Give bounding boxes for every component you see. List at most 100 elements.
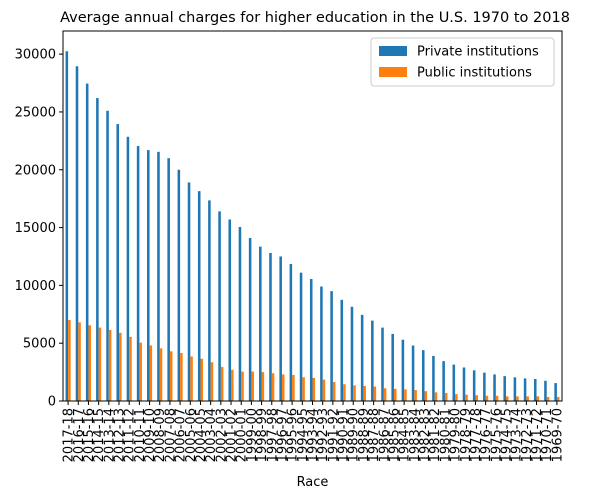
x-axis: 2017-182016-172015-162014-152013-142012-…: [62, 401, 565, 462]
bar-public-1994-95: [302, 377, 305, 401]
y-tick-label: 15000: [15, 221, 56, 236]
y-tick-label: 10000: [15, 279, 56, 294]
x-tick-label: 1987-88: [367, 408, 382, 462]
bar-private-2011-12: [126, 136, 130, 402]
x-tick-label: 1986-87: [377, 408, 392, 462]
bar-public-1979-80: [455, 394, 458, 401]
x-tick-label: 1976-77: [479, 408, 494, 462]
bar-private-1992-93: [320, 286, 323, 401]
x-tick-label: 2010-11: [133, 408, 148, 462]
bar-private-1990-91: [340, 299, 344, 401]
bar-public-1999-00: [251, 371, 254, 401]
bar-public-1987-88: [373, 386, 377, 401]
x-tick-label: 2016-17: [72, 408, 87, 462]
bar-private-1979-80: [452, 364, 456, 401]
bar-public-2004-05: [200, 358, 204, 401]
x-tick-label: 1994-95: [296, 408, 311, 462]
x-tick-label: 1985-86: [387, 408, 402, 462]
bar-public-1978-79: [465, 394, 468, 401]
bar-public-2013-14: [108, 329, 112, 401]
x-tick-label: 1978-79: [459, 408, 474, 462]
bar-private-1987-88: [371, 320, 374, 401]
x-tick-label: 1983-84: [408, 408, 423, 462]
x-tick-label: 2006-07: [174, 408, 189, 462]
x-tick-label: 1995-96: [286, 408, 301, 462]
x-tick-label: 1989-90: [347, 408, 362, 462]
bar-private-2017-18: [65, 51, 69, 401]
x-tick-label: 1982-83: [418, 408, 433, 462]
x-tick-label: 2007-08: [163, 408, 178, 462]
x-tick-label: 1969-70: [550, 408, 565, 462]
bar-public-2016-17: [78, 322, 81, 402]
bar-public-2017-18: [68, 320, 71, 401]
bar-private-2015-16: [85, 83, 89, 402]
legend: Private institutions Public institutions: [370, 37, 555, 87]
bar-public-2001-02: [231, 369, 234, 401]
x-tick-label: 2005-06: [184, 408, 199, 462]
x-tick-label: 1999-00: [245, 408, 260, 462]
bar-private-2000-01: [238, 226, 242, 401]
bar-private-1984-85: [401, 339, 405, 401]
bar-private-2005-06: [187, 182, 191, 401]
x-tick-label: 1996-97: [275, 408, 290, 462]
x-tick-label: 1975-76: [489, 408, 504, 462]
bar-private-1973-74: [513, 377, 517, 401]
bar-private-2012-13: [116, 124, 120, 401]
bar-public-2012-13: [119, 332, 122, 401]
bar-public-1997-98: [271, 373, 275, 401]
bar-private-2007-08: [167, 158, 170, 401]
bar-public-1989-90: [353, 385, 356, 401]
legend-label-public: Public institutions: [417, 66, 532, 81]
bar-public-1988-89: [363, 385, 366, 401]
bar-public-1981-82: [434, 392, 438, 401]
chart-title: Average annual charges for higher educat…: [60, 10, 570, 26]
x-tick-label: 1971-72: [530, 408, 545, 462]
y-tick-label: 5000: [23, 337, 56, 352]
bar-private-2014-15: [96, 98, 99, 401]
x-tick-label: 1991-92: [326, 408, 341, 462]
x-tick-label: 2003-04: [204, 408, 219, 462]
bar-private-1997-98: [269, 253, 272, 401]
bar-private-1981-82: [432, 355, 435, 401]
bar-private-2009-10: [147, 150, 150, 401]
x-tick-label: 1973-74: [510, 408, 525, 462]
x-tick-label: 1988-89: [357, 408, 372, 462]
bar-private-2016-17: [75, 66, 79, 402]
bar-private-1998-99: [259, 246, 262, 401]
bar-private-2010-11: [136, 146, 140, 401]
bar-private-1994-95: [299, 272, 303, 401]
bar-public-1973-74: [516, 396, 519, 402]
bar-private-1976-77: [483, 372, 486, 401]
bar-private-2003-04: [208, 200, 211, 401]
x-tick-label: 2001-02: [225, 408, 240, 462]
x-tick-label: 2009-10: [143, 408, 158, 462]
bar-public-2009-10: [149, 345, 153, 401]
bar-private-1978-79: [462, 367, 466, 401]
bar-private-1986-87: [381, 327, 384, 401]
bar-public-2005-06: [190, 356, 193, 401]
x-tick-label: 1997-98: [265, 408, 280, 462]
bar-public-2002-03: [220, 366, 224, 401]
bar-private-1996-97: [279, 256, 282, 401]
x-tick-label: 1974-75: [499, 408, 514, 462]
bar-public-1996-97: [281, 374, 285, 401]
bars-group: [65, 51, 560, 402]
bar-private-1993-94: [309, 279, 313, 401]
bar-public-2011-12: [129, 336, 132, 401]
x-tick-label: 1980-81: [438, 408, 453, 462]
bar-public-1975-76: [495, 395, 499, 401]
x-tick-label: 1993-94: [306, 408, 321, 462]
bar-public-1970-71: [546, 396, 550, 401]
x-tick-label: 1977-78: [469, 408, 484, 462]
bar-private-2001-02: [228, 219, 232, 401]
bar-public-1972-73: [526, 396, 529, 402]
bar-public-1990-91: [343, 384, 346, 401]
bar-public-1995-96: [292, 374, 295, 401]
bar-public-1984-85: [404, 389, 407, 401]
bar-private-1971-72: [533, 379, 537, 401]
bar-private-1975-76: [493, 374, 496, 401]
x-tick-label: 2012-13: [113, 408, 128, 462]
bar-public-2006-07: [180, 353, 183, 401]
bar-private-1970-71: [544, 380, 547, 401]
